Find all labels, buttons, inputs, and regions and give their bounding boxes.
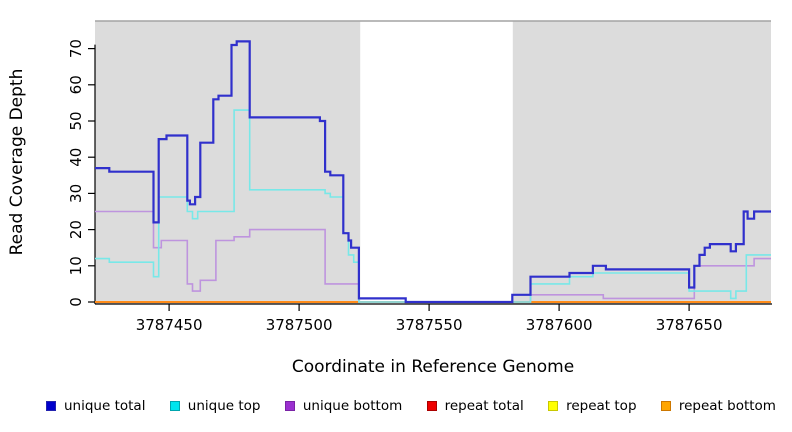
series-unique-total [95, 40, 771, 304]
x-tick-label: 3787500 [266, 316, 333, 334]
y-tick-label: 50 [67, 111, 85, 130]
x-tick-label: 3787550 [396, 316, 463, 334]
series-unique-bottom [95, 210, 771, 303]
legend-label: unique top [187, 398, 261, 414]
legend-swatch-icon [660, 401, 671, 411]
y-tick-label: 0 [67, 297, 85, 307]
legend-label: repeat bottom [678, 398, 776, 414]
x-tick-label: 3787600 [526, 316, 593, 334]
legend-item-unique-top: unique top [169, 398, 261, 414]
legend-swatch-icon [284, 401, 295, 411]
legend-item-repeat-bottom: repeat bottom [660, 398, 776, 414]
legend-swatch-icon [169, 401, 180, 411]
legend-label: unique bottom [302, 398, 403, 414]
x-tick-label: 3787450 [136, 316, 203, 334]
x-axis-title: Coordinate in Reference Genome [292, 357, 574, 377]
legend-item-unique-total: unique total [46, 398, 145, 414]
y-tick-label: 60 [67, 75, 85, 94]
legend-label: repeat total [444, 398, 524, 414]
legend-swatch-icon [426, 401, 437, 411]
plot-band [512, 21, 771, 304]
legend-label: repeat top [566, 398, 637, 414]
y-tick-label: 20 [67, 220, 85, 239]
legend-label: unique total [64, 398, 146, 414]
chart-plot-area: 0 10 20 30 40 50 60 70 3787450 3787500 3787550 3787… [67, 20, 772, 334]
legend-item-repeat-total: repeat total [426, 398, 524, 414]
y-tick-label: 10 [67, 256, 85, 275]
x-tick-label: 3787650 [656, 316, 723, 334]
legend-swatch-icon [46, 401, 56, 411]
y-tick-label: 40 [67, 148, 85, 167]
legend-swatch-icon [548, 401, 559, 411]
read-coverage-chart: 0 10 20 30 40 50 60 70 3787450 3787500 3787550 3787… [7, 20, 772, 377]
plot-band [95, 21, 361, 304]
legend-item-repeat-top: repeat top [548, 398, 637, 414]
y-tick-label: 30 [67, 184, 85, 203]
chart-legend: unique total unique top unique bottom repea… [46, 398, 776, 414]
y-axis-title: Read Coverage Depth [7, 69, 27, 256]
y-tick-label: 70 [67, 39, 85, 58]
legend-item-unique-bottom: unique bottom [284, 398, 403, 414]
